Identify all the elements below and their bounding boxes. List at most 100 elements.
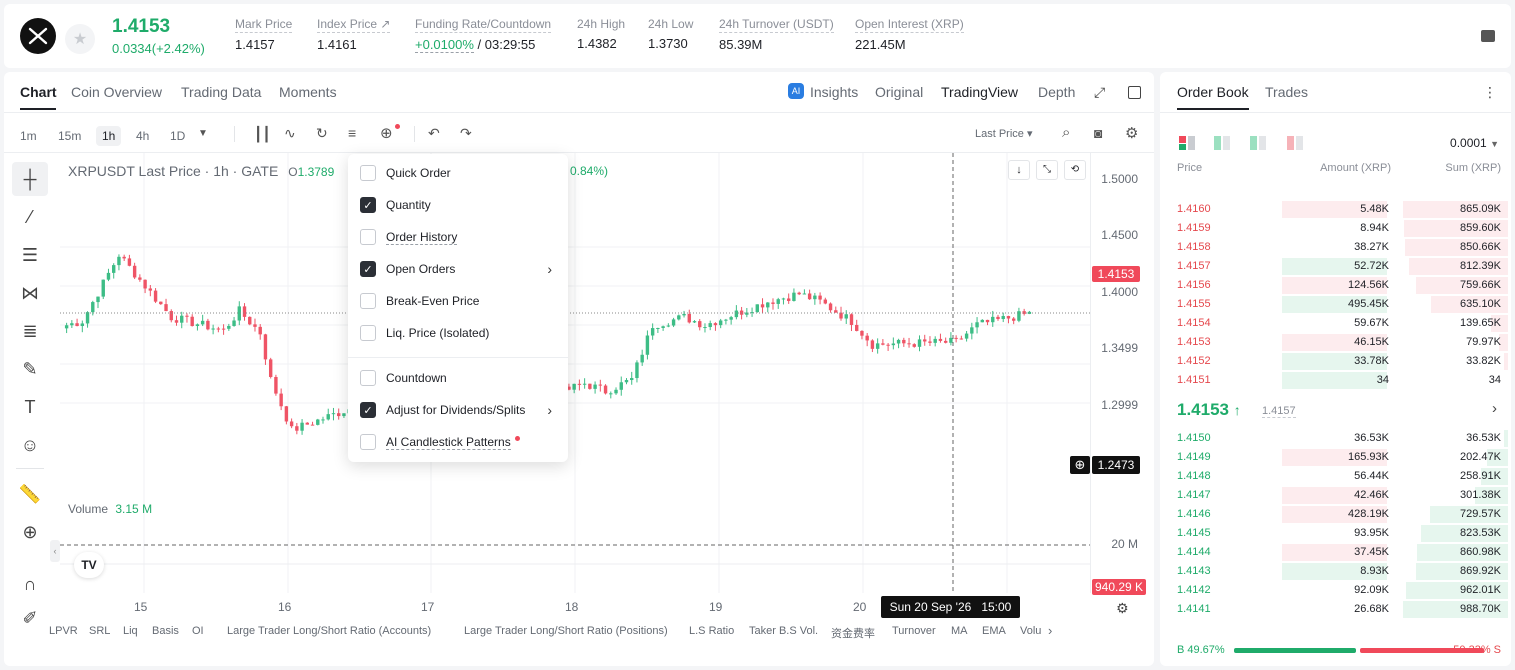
brush-tool-icon[interactable]: ✎: [22, 358, 38, 379]
collapse-icon[interactable]: ⤡: [1036, 160, 1058, 180]
tab-tradingview[interactable]: TradingView: [941, 84, 1019, 100]
tab-depth[interactable]: Depth: [1038, 84, 1076, 100]
zoom-tool-icon[interactable]: ⊕: [22, 521, 38, 542]
indicator-ls-ratio[interactable]: L.S Ratio: [689, 625, 735, 637]
indicator-volume[interactable]: Volu: [1020, 625, 1042, 637]
order-book-row[interactable]: 1.4160 5.48K 865.09K: [1160, 200, 1511, 219]
order-book-row[interactable]: 1.4145 93.95K 823.53K: [1160, 524, 1511, 543]
checkbox[interactable]: [360, 293, 376, 309]
menu-item-break-even[interactable]: Break-Even Price: [360, 290, 556, 312]
indicator-ls-positions[interactable]: Large Trader Long/Short Ratio (Positions…: [464, 625, 668, 637]
view-bids-icon[interactable]: [1214, 136, 1230, 150]
window-icon[interactable]: [1128, 86, 1141, 99]
menu-item-ai-patterns[interactable]: AI Candlestick Patterns: [360, 431, 556, 453]
view-both-icon[interactable]: [1179, 136, 1195, 150]
menu-item-open-orders[interactable]: ✓ Open Orders ›: [360, 258, 556, 280]
scroll-right-icon[interactable]: ›: [1048, 623, 1053, 638]
timeframe-1d[interactable]: 1D: [170, 129, 186, 143]
order-book-row[interactable]: 1.4152 33.78K 33.82K: [1160, 352, 1511, 371]
timeframe-4h[interactable]: 4h: [136, 129, 150, 143]
precision-select[interactable]: 0.0001 ▼: [1450, 136, 1499, 150]
order-book-row[interactable]: 1.4144 37.45K 860.98K: [1160, 543, 1511, 562]
indicator-ema[interactable]: EMA: [982, 625, 1006, 637]
tab-coin-overview[interactable]: Coin Overview: [71, 84, 163, 100]
text-tool-icon[interactable]: T: [24, 396, 36, 417]
checkbox-checked[interactable]: ✓: [360, 261, 376, 277]
indicator-ma[interactable]: MA: [951, 625, 968, 637]
indicator-funding-rate[interactable]: 资金费率: [831, 628, 875, 640]
chart-settings-icon[interactable]: ⚙: [1116, 600, 1129, 616]
order-book-row[interactable]: 1.4156 124.56K 759.66K: [1160, 276, 1511, 295]
emoji-tool-icon[interactable]: ☺: [20, 434, 40, 455]
funding-rate-value[interactable]: +0.0100%: [415, 37, 474, 53]
timeframe-1h[interactable]: 1h: [96, 126, 122, 146]
indicator-srl[interactable]: SRL: [89, 625, 111, 637]
camera-icon[interactable]: ◙: [1094, 125, 1103, 141]
checkbox[interactable]: [360, 370, 376, 386]
fib-tool-icon[interactable]: ≣: [22, 320, 38, 341]
lock-tool-icon[interactable]: ✐: [22, 607, 38, 628]
tab-insights[interactable]: Insights: [810, 84, 859, 100]
gear-icon[interactable]: ⚙: [1125, 125, 1139, 142]
checkbox-checked[interactable]: ✓: [360, 197, 376, 213]
chevron-right-icon[interactable]: ›: [1492, 400, 1497, 417]
order-book-row[interactable]: 1.4154 59.67K 139.65K: [1160, 314, 1511, 333]
indicator-oi[interactable]: OI: [192, 625, 204, 637]
book-icon[interactable]: [1481, 30, 1495, 42]
refresh-icon[interactable]: ↻: [316, 125, 328, 141]
search-icon[interactable]: ⌕: [1062, 124, 1071, 141]
undo-icon[interactable]: ↶: [428, 125, 440, 141]
order-book-row[interactable]: 1.4159 8.94K 859.60K: [1160, 219, 1511, 238]
favorite-star-icon[interactable]: ★: [65, 24, 95, 54]
order-book-row[interactable]: 1.4150 36.53K 36.53K: [1160, 429, 1511, 448]
checkbox[interactable]: [360, 325, 376, 341]
scroll-down-icon[interactable]: ↓: [1008, 160, 1030, 180]
reset-view-icon[interactable]: ⟲: [1064, 160, 1086, 180]
expand-icon[interactable]: ⤢: [1094, 84, 1106, 100]
ruler-tool-icon[interactable]: 📏: [18, 483, 42, 504]
collapse-toolbar-button[interactable]: ‹: [50, 540, 60, 562]
order-book-row[interactable]: 1.4155 495.45K 635.10K: [1160, 295, 1511, 314]
order-book-row[interactable]: 1.4143 8.93K 869.92K: [1160, 562, 1511, 581]
checkbox[interactable]: [360, 434, 376, 450]
order-book-row[interactable]: 1.4141 26.68K 988.70K: [1160, 600, 1511, 619]
order-book-row[interactable]: 1.4149 165.93K 202.47K: [1160, 448, 1511, 467]
order-book-row[interactable]: 1.4157 52.72K 812.39K: [1160, 257, 1511, 276]
indicator-taker-vol[interactable]: Taker B.S Vol.: [749, 625, 819, 637]
candle-type-icon[interactable]: ┃┃: [254, 126, 271, 142]
redo-icon[interactable]: ↷: [460, 125, 472, 141]
indicators-icon[interactable]: ∿: [284, 125, 296, 141]
tab-moments[interactable]: Moments: [279, 84, 337, 100]
menu-item-order-history[interactable]: Order History: [360, 226, 556, 248]
indicator-basis[interactable]: Basis: [152, 625, 179, 637]
checkbox[interactable]: [360, 165, 376, 181]
menu-item-quick-order[interactable]: Quick Order: [360, 162, 556, 184]
magnet-tool-icon[interactable]: ∩: [23, 573, 37, 594]
tab-trades[interactable]: Trades: [1265, 84, 1309, 100]
stat-index-price[interactable]: Index Price ↗ 1.4161: [317, 17, 391, 52]
indicator-lpvr[interactable]: LPVR: [49, 625, 78, 637]
more-options-icon[interactable]: ⋮: [1483, 84, 1497, 100]
tab-original[interactable]: Original: [875, 84, 924, 100]
menu-item-countdown[interactable]: Countdown: [360, 367, 556, 389]
menu-item-quantity[interactable]: ✓ Quantity: [360, 194, 556, 216]
order-book-row[interactable]: 1.4153 46.15K 79.97K: [1160, 333, 1511, 352]
trendline-tool-icon[interactable]: ⁄: [28, 206, 32, 227]
menu-item-liq-price[interactable]: Liq. Price (Isolated): [360, 322, 556, 344]
add-overlay-icon[interactable]: ⊕: [380, 125, 393, 142]
indicator-liq[interactable]: Liq: [123, 625, 138, 637]
pattern-tool-icon[interactable]: ⋈: [21, 282, 39, 303]
add-alert-icon[interactable]: ⊕: [1070, 456, 1090, 474]
horizontal-lines-tool-icon[interactable]: ☰: [21, 244, 39, 265]
price-type-select[interactable]: Last Price ▾: [975, 128, 1033, 140]
order-book-row[interactable]: 1.4147 42.46K 301.38K: [1160, 486, 1511, 505]
timeframe-15m[interactable]: 15m: [58, 129, 82, 143]
timeframe-1m[interactable]: 1m: [20, 129, 37, 143]
menu-item-adjust-dividends[interactable]: ✓ Adjust for Dividends/Splits ›: [360, 399, 556, 421]
checkbox-checked[interactable]: ✓: [360, 402, 376, 418]
tab-order-book[interactable]: Order Book: [1177, 84, 1249, 100]
checkbox[interactable]: [360, 229, 376, 245]
tab-chart[interactable]: Chart: [20, 84, 57, 100]
tab-trading-data[interactable]: Trading Data: [181, 84, 262, 100]
candlestick-chart[interactable]: [60, 153, 1094, 593]
